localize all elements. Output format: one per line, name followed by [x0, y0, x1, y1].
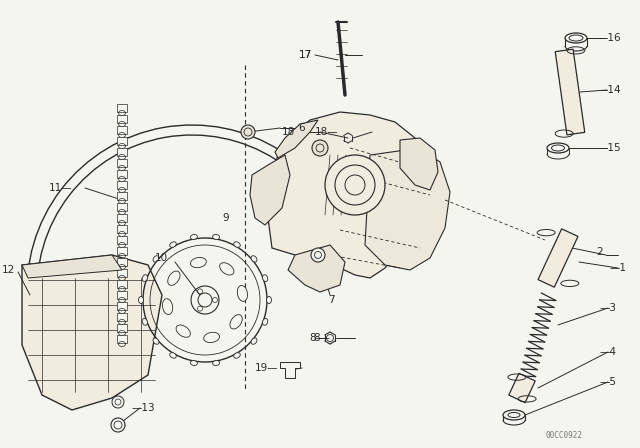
Polygon shape [250, 155, 290, 225]
Polygon shape [117, 214, 127, 222]
Circle shape [311, 248, 325, 262]
Text: 00CC0922: 00CC0922 [545, 431, 582, 439]
Ellipse shape [234, 353, 240, 358]
Text: —1: —1 [610, 263, 627, 273]
Text: 8—: 8— [313, 333, 330, 343]
Polygon shape [117, 104, 127, 112]
Polygon shape [117, 181, 127, 189]
Circle shape [241, 125, 255, 139]
Polygon shape [400, 138, 438, 190]
Text: 17: 17 [299, 50, 312, 60]
Polygon shape [117, 335, 127, 343]
Text: 17: 17 [299, 50, 312, 60]
Polygon shape [117, 225, 127, 233]
Polygon shape [280, 362, 300, 378]
Ellipse shape [266, 297, 271, 303]
Polygon shape [117, 291, 127, 299]
Text: 2: 2 [596, 247, 603, 257]
Text: 18: 18 [282, 127, 295, 137]
Polygon shape [117, 236, 127, 244]
Ellipse shape [212, 361, 220, 366]
Circle shape [111, 418, 125, 432]
Polygon shape [117, 313, 127, 321]
Ellipse shape [191, 234, 197, 240]
Polygon shape [22, 255, 162, 410]
Text: —13: —13 [132, 403, 156, 413]
Ellipse shape [153, 338, 159, 344]
Polygon shape [117, 170, 127, 178]
Text: —15: —15 [598, 143, 621, 153]
Ellipse shape [153, 256, 159, 262]
Text: 9: 9 [222, 213, 228, 223]
Ellipse shape [138, 297, 143, 303]
Ellipse shape [503, 410, 525, 420]
Text: 11—: 11— [49, 183, 72, 193]
Circle shape [112, 396, 124, 408]
Polygon shape [117, 148, 127, 156]
Text: 6: 6 [298, 123, 305, 133]
Ellipse shape [204, 332, 220, 343]
Polygon shape [117, 192, 127, 200]
Polygon shape [117, 203, 127, 211]
Text: 18—: 18— [315, 127, 339, 137]
Ellipse shape [191, 258, 206, 268]
Ellipse shape [142, 319, 147, 325]
Circle shape [312, 140, 328, 156]
Text: —5: —5 [600, 377, 617, 387]
Circle shape [198, 293, 212, 307]
Polygon shape [22, 255, 122, 278]
Polygon shape [509, 373, 535, 403]
Ellipse shape [163, 299, 173, 314]
Polygon shape [365, 148, 450, 270]
Polygon shape [117, 269, 127, 277]
Ellipse shape [237, 285, 248, 302]
Ellipse shape [142, 275, 147, 281]
Polygon shape [117, 302, 127, 310]
Ellipse shape [565, 33, 587, 43]
Text: 10: 10 [155, 253, 168, 263]
Polygon shape [117, 115, 127, 123]
Polygon shape [117, 159, 127, 167]
Ellipse shape [170, 353, 176, 358]
Polygon shape [538, 229, 578, 287]
Ellipse shape [262, 275, 268, 281]
Polygon shape [117, 258, 127, 266]
Polygon shape [268, 112, 430, 278]
Ellipse shape [220, 263, 234, 275]
Circle shape [325, 155, 385, 215]
Ellipse shape [547, 143, 569, 153]
Text: —4: —4 [600, 347, 617, 357]
Ellipse shape [191, 361, 197, 366]
Polygon shape [117, 247, 127, 255]
Text: —3: —3 [600, 303, 617, 313]
Text: 7: 7 [328, 295, 335, 305]
Text: 8—: 8— [309, 333, 326, 343]
Ellipse shape [170, 242, 176, 247]
Ellipse shape [176, 325, 190, 337]
Text: 19—: 19— [254, 363, 278, 373]
Text: —16: —16 [598, 33, 621, 43]
Polygon shape [117, 324, 127, 332]
Ellipse shape [168, 271, 180, 285]
Polygon shape [556, 49, 585, 135]
Ellipse shape [230, 314, 243, 329]
Polygon shape [117, 126, 127, 134]
Polygon shape [288, 245, 345, 292]
Text: —14: —14 [598, 85, 621, 95]
Text: 12: 12 [2, 265, 15, 275]
Ellipse shape [234, 242, 240, 247]
Polygon shape [117, 137, 127, 145]
Ellipse shape [251, 338, 257, 344]
Ellipse shape [212, 234, 220, 240]
Polygon shape [117, 280, 127, 288]
Ellipse shape [251, 256, 257, 262]
Polygon shape [275, 120, 318, 158]
Ellipse shape [262, 319, 268, 325]
